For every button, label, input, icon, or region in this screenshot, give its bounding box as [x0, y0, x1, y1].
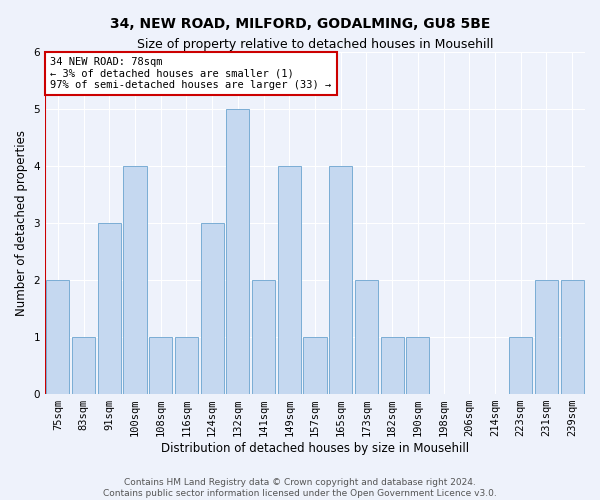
Bar	[46, 280, 70, 394]
Bar	[200, 223, 224, 394]
Bar	[380, 337, 404, 394]
Bar	[560, 280, 584, 394]
Text: 34 NEW ROAD: 78sqm
← 3% of detached houses are smaller (1)
97% of semi-detached : 34 NEW ROAD: 78sqm ← 3% of detached hous…	[50, 57, 332, 90]
Bar	[72, 337, 95, 394]
Bar	[252, 280, 275, 394]
Bar	[509, 337, 532, 394]
Bar	[355, 280, 378, 394]
Bar	[329, 166, 352, 394]
Y-axis label: Number of detached properties: Number of detached properties	[15, 130, 28, 316]
Bar	[304, 337, 326, 394]
Bar	[406, 337, 430, 394]
Title: Size of property relative to detached houses in Mousehill: Size of property relative to detached ho…	[137, 38, 493, 51]
Text: Contains HM Land Registry data © Crown copyright and database right 2024.
Contai: Contains HM Land Registry data © Crown c…	[103, 478, 497, 498]
Bar	[175, 337, 198, 394]
Bar	[124, 166, 146, 394]
Bar	[535, 280, 558, 394]
Bar	[226, 108, 250, 394]
Bar	[278, 166, 301, 394]
Bar	[149, 337, 172, 394]
Bar	[98, 223, 121, 394]
X-axis label: Distribution of detached houses by size in Mousehill: Distribution of detached houses by size …	[161, 442, 469, 455]
Text: 34, NEW ROAD, MILFORD, GODALMING, GU8 5BE: 34, NEW ROAD, MILFORD, GODALMING, GU8 5B…	[110, 18, 490, 32]
